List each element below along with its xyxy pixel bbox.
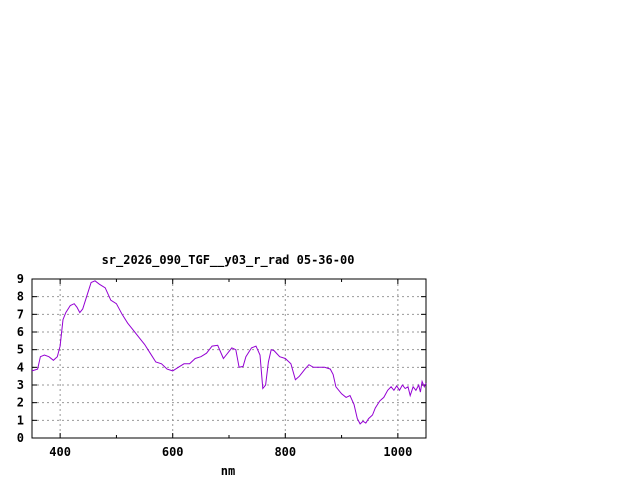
plot-frame (31, 278, 427, 439)
x-tick-label: 800 (274, 445, 296, 459)
y-tick-label: 0 (17, 431, 24, 445)
y-tick-label: 1 (17, 413, 24, 427)
series-line (31, 280, 427, 425)
y-tick-label: 2 (17, 396, 24, 410)
grid (32, 279, 426, 438)
y-tick-label: 7 (17, 307, 24, 321)
chart-title: sr_2026_090_TGF__y03_r_rad 05-36-00 (102, 253, 355, 268)
x-tick-label: 400 (49, 445, 71, 459)
y-tick-label: 6 (17, 325, 24, 339)
x-axis-label: nm (221, 464, 235, 478)
y-tick-label: 9 (17, 272, 24, 286)
y-tick-label: 5 (17, 343, 24, 357)
y-tick-label: 8 (17, 290, 24, 304)
x-tick-label: 600 (162, 445, 184, 459)
y-tick-label: 4 (17, 360, 24, 374)
axis-ticks: 0 1 2 3 4 5 6 7 8 9 400 600 800 1000 (17, 272, 426, 459)
x-tick-label: 1000 (383, 445, 412, 459)
y-tick-label: 3 (17, 378, 24, 392)
